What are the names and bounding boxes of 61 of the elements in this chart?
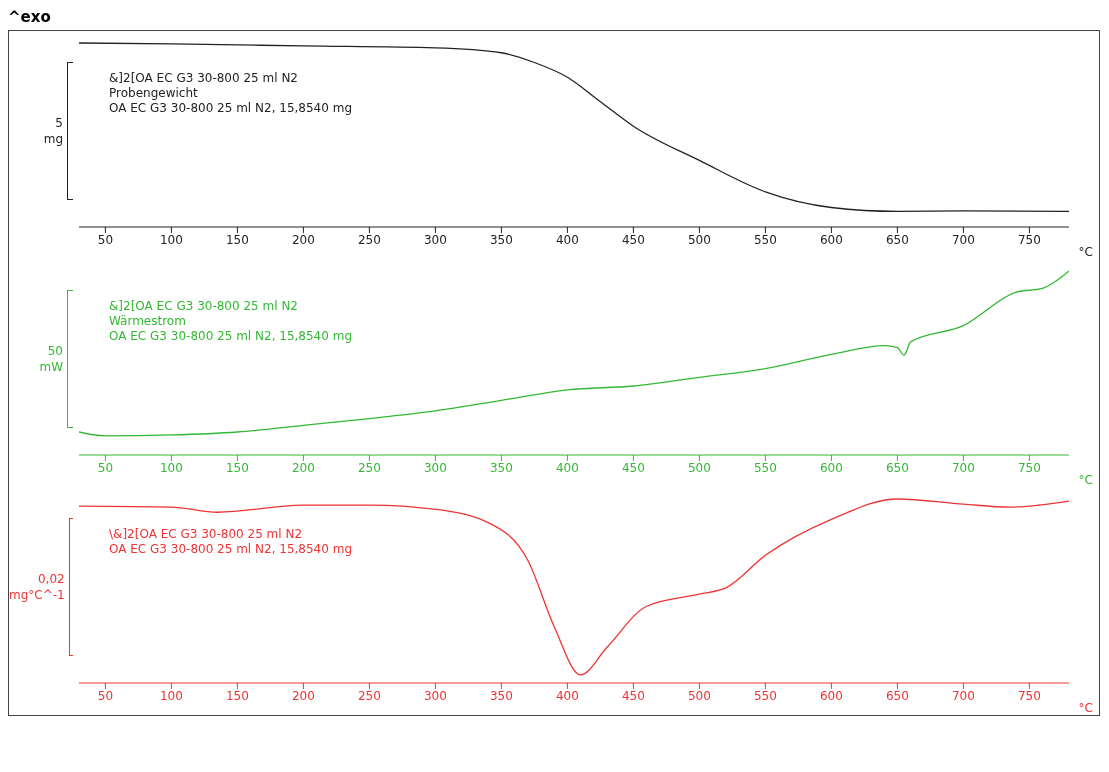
x-tick-label: 650 bbox=[885, 688, 909, 703]
x-tick-label: 500 bbox=[687, 460, 711, 475]
x-tick-label: 650 bbox=[885, 232, 909, 247]
x-tick-label: 650 bbox=[885, 460, 909, 475]
x-axis-title: °C bbox=[1078, 473, 1093, 487]
x-tick-label: 50 bbox=[97, 232, 114, 247]
annotation: &]2[OA EC G3 30-800 25 ml N2 bbox=[109, 299, 299, 314]
x-tick-label: 450 bbox=[621, 460, 645, 475]
x-tick-label: 300 bbox=[423, 460, 447, 475]
x-tick-label: 750 bbox=[1017, 688, 1041, 703]
x-tick-label: 100 bbox=[159, 688, 183, 703]
x-tick-label: 200 bbox=[291, 460, 315, 475]
chart-title: ^exo bbox=[8, 8, 52, 28]
x-tick-label: 100 bbox=[159, 460, 183, 475]
x-tick-label: 750 bbox=[1017, 460, 1041, 475]
annotation: Wärmestrom bbox=[109, 314, 187, 329]
annotation: \&]2[OA EC G3 30-800 25 ml N2 bbox=[109, 527, 304, 542]
annotation: Probengewicht bbox=[109, 86, 199, 101]
x-tick-label: 700 bbox=[951, 232, 975, 247]
x-axis-title: °C bbox=[1078, 245, 1093, 259]
frame-outline: 50 100 150 200 250 300 350 400 450 500 550 600 650 700 750 °C 5 mg &]2[OA EC G3 30-800 25 ml N2 Probengewicht OA EC G3 30-800 25 ml N2, 15,8540 mg 50 100 150 200 250 300 350 400 450 500 550 600 650 700 750 °C 50 mW &]2[OA EC G3 30-800 25 ml N2 Wärmestrom OA EC G3 30-800 25 ml N2, 15,8540 mg 50 100 150 200 250 300 350 400 450 500 550 600 650 700 750 °C 0,02 mg°C^-1 \&]2[OA EC G3 30-800 25 ml N2 OA EC G3 30-800 25 ml N2, 15,8540 mg bbox=[8, 30, 1100, 716]
x-tick-label: 700 bbox=[951, 460, 975, 475]
x-tick-label: 450 bbox=[621, 232, 645, 247]
x-tick-label: 50 bbox=[97, 688, 114, 703]
x-tick-label: 250 bbox=[357, 688, 381, 703]
x-tick-label: 100 bbox=[159, 232, 183, 247]
x-tick-label: 600 bbox=[819, 232, 843, 247]
x-tick-label: 250 bbox=[357, 460, 381, 475]
x-tick-label: 550 bbox=[753, 460, 777, 475]
y-axis-title: 5 mg bbox=[42, 115, 64, 147]
y-axis-title: 0,02 mg°C^-1 bbox=[9, 571, 66, 603]
x-tick-label: 500 bbox=[687, 232, 711, 247]
x-tick-label: 500 bbox=[687, 688, 711, 703]
x-tick-label: 150 bbox=[225, 688, 249, 703]
x-tick-label: 750 bbox=[1017, 232, 1041, 247]
x-tick-label: 400 bbox=[555, 460, 579, 475]
x-tick-label: 250 bbox=[357, 232, 381, 247]
x-tick-label: 400 bbox=[555, 232, 579, 247]
annotation: OA EC G3 30-800 25 ml N2, 15,8540 mg bbox=[109, 101, 353, 116]
x-tick-label: 400 bbox=[555, 688, 579, 703]
x-tick-label: 50 bbox=[97, 460, 114, 475]
x-tick-label: 700 bbox=[951, 688, 975, 703]
x-axis-title: °C bbox=[1078, 701, 1093, 715]
x-tick-label: 550 bbox=[753, 688, 777, 703]
x-tick-label: 150 bbox=[225, 232, 249, 247]
x-tick-label: 450 bbox=[621, 688, 645, 703]
x-tick-label: 350 bbox=[489, 688, 513, 703]
x-tick-label: 550 bbox=[753, 232, 777, 247]
x-tick-label: 200 bbox=[291, 232, 315, 247]
x-tick-label: 600 bbox=[819, 460, 843, 475]
annotation: OA EC G3 30-800 25 ml N2, 15,8540 mg bbox=[109, 542, 353, 557]
annotation: &]2[OA EC G3 30-800 25 ml N2 bbox=[109, 71, 299, 86]
x-tick-label: 350 bbox=[489, 460, 513, 475]
x-tick-label: 150 bbox=[225, 460, 249, 475]
annotation: OA EC G3 30-800 25 ml N2, 15,8540 mg bbox=[109, 329, 353, 344]
y-axis-title: 50 mW bbox=[38, 343, 64, 375]
x-tick-label: 350 bbox=[489, 232, 513, 247]
x-tick-label: 600 bbox=[819, 688, 843, 703]
x-tick-label: 300 bbox=[423, 232, 447, 247]
x-tick-label: 200 bbox=[291, 688, 315, 703]
x-tick-label: 300 bbox=[423, 688, 447, 703]
